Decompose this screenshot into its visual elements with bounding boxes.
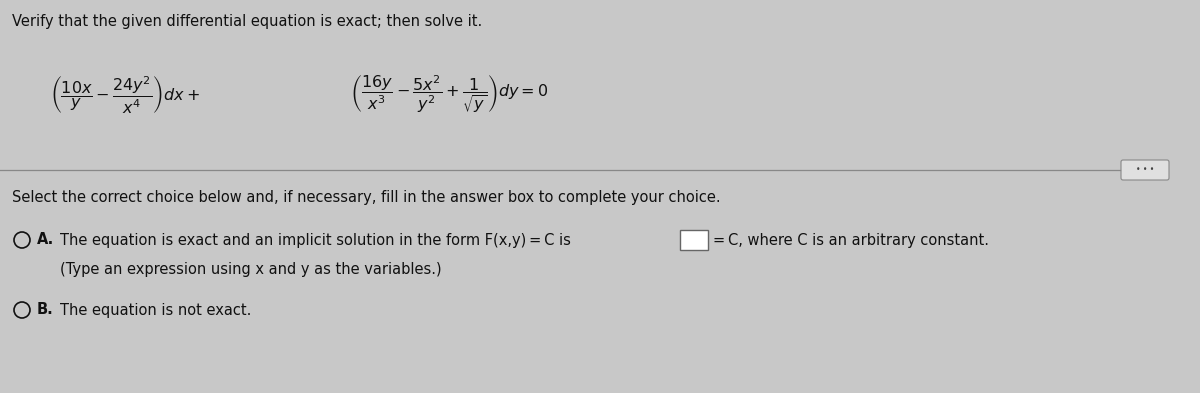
Text: $\left(\dfrac{10x}{y} - \dfrac{24y^2}{x^4}\right)dx +$: $\left(\dfrac{10x}{y} - \dfrac{24y^2}{x^… [50,74,200,116]
Text: The equation is exact and an implicit solution in the form F(x,y) = C is: The equation is exact and an implicit so… [60,233,571,248]
Text: B.: B. [37,303,54,318]
Text: Verify that the given differential equation is exact; then solve it.: Verify that the given differential equat… [12,14,482,29]
Text: • • •: • • • [1136,165,1154,174]
FancyBboxPatch shape [680,230,708,250]
Text: Select the correct choice below and, if necessary, fill in the answer box to com: Select the correct choice below and, if … [12,190,721,205]
Text: The equation is not exact.: The equation is not exact. [60,303,251,318]
Text: A.: A. [37,233,54,248]
Text: (Type an expression using x and y as the variables.): (Type an expression using x and y as the… [60,262,442,277]
Text: = C, where C is an arbitrary constant.: = C, where C is an arbitrary constant. [713,233,989,248]
Text: $\left(\dfrac{16y}{x^3} - \dfrac{5x^2}{y^2} + \dfrac{1}{\sqrt{y}}\right)dy = 0$: $\left(\dfrac{16y}{x^3} - \dfrac{5x^2}{y… [350,74,548,116]
FancyBboxPatch shape [1121,160,1169,180]
